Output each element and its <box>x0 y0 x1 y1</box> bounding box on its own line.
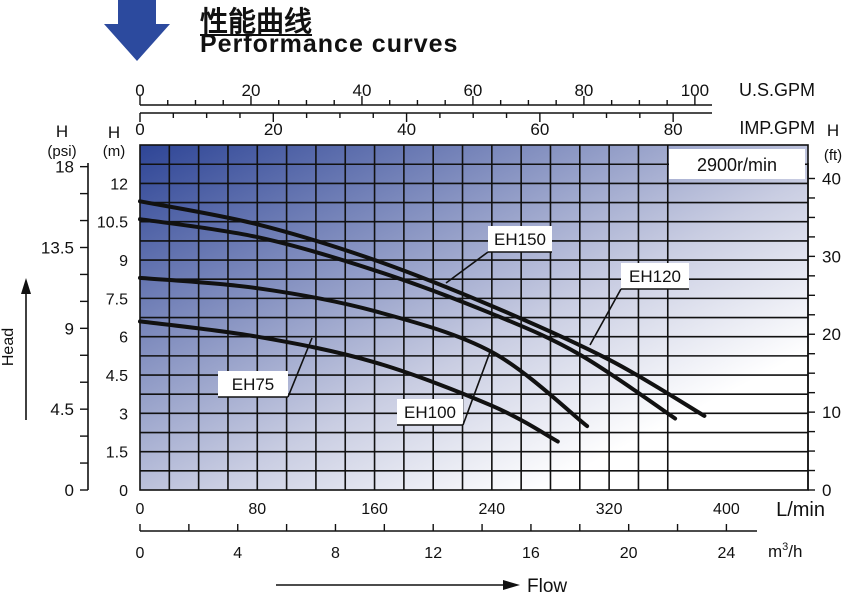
series-label-box <box>621 263 689 289</box>
series-label-eh120: EH120 <box>629 267 681 286</box>
y-tick-label-m: 4.5 <box>106 368 128 385</box>
x-tick-label-us-gpm: 100 <box>681 81 709 100</box>
series-label-leader <box>445 251 489 284</box>
curve-eh75 <box>138 319 560 444</box>
curve-eh120 <box>138 217 678 421</box>
head-arrow-icon <box>21 278 31 294</box>
y-tick-label-m: 12 <box>110 176 128 193</box>
y-axis-title: Head <box>0 328 17 366</box>
x-tick-label-m3h: 12 <box>424 545 442 562</box>
curve-eh100 <box>138 275 590 429</box>
speed-label: 2900r/min <box>697 155 777 175</box>
x-axis-title: Flow <box>527 576 567 595</box>
y-tick-label-m: 7.5 <box>106 291 128 308</box>
y-tick-label-m: 9 <box>119 253 128 270</box>
x-tick-label-lpm: 160 <box>361 501 388 518</box>
x-tick-label-lpm: 80 <box>248 501 266 518</box>
plot-frame <box>139 144 809 491</box>
x-tick-label-lpm: 400 <box>713 501 740 518</box>
y-tick-label-ft: 30 <box>822 247 841 266</box>
chart-title-chinese: 性能曲线 <box>200 6 313 37</box>
x-tick-label-us-gpm: 80 <box>574 81 593 100</box>
x-unit-imp-gpm: IMP.GPM <box>739 118 815 138</box>
y-unit-ft: (ft) <box>824 147 842 164</box>
x-tick-label-m3h: 16 <box>522 545 540 562</box>
x-unit-m3h: m3/h <box>768 541 802 561</box>
flow-arrow-icon <box>503 580 520 590</box>
y-label-top-psi: H <box>56 122 68 141</box>
y-tick-label-m: 3 <box>119 406 128 423</box>
x-tick-label-lpm: 0 <box>136 501 145 518</box>
series-label-eh100: EH100 <box>404 403 456 422</box>
y-unit-psi: (psi) <box>47 143 76 160</box>
x-tick-label-imp-gpm: 60 <box>530 120 549 139</box>
x-unit-us-gpm: U.S.GPM <box>739 80 815 100</box>
x-tick-label-us-gpm: 0 <box>135 81 144 100</box>
y-tick-label-ft: 0 <box>822 481 831 500</box>
x-tick-label-imp-gpm: 80 <box>664 120 683 139</box>
curve-eh150 <box>138 199 707 418</box>
speed-box <box>669 149 805 179</box>
y-label-top-ft: H <box>827 121 839 140</box>
x-tick-label-m3h: 4 <box>233 545 242 562</box>
series-label-box <box>218 371 288 397</box>
y-unit-m: (m) <box>103 143 126 160</box>
x-tick-label-m3h: 0 <box>136 545 145 562</box>
series-label-box <box>397 399 463 425</box>
x-tick-label-imp-gpm: 0 <box>135 120 144 139</box>
x-tick-label-us-gpm: 60 <box>463 81 482 100</box>
y-tick-label-psi: 13.5 <box>41 238 74 257</box>
x-tick-label-lpm: 240 <box>478 501 505 518</box>
series-label-eh75: EH75 <box>232 375 275 394</box>
y-tick-label-psi: 0 <box>65 481 74 500</box>
y-tick-label-ft: 20 <box>822 325 841 344</box>
series-label-leader <box>589 288 622 346</box>
y-tick-label-m: 6 <box>119 330 128 347</box>
y-tick-label-psi: 9 <box>65 319 74 338</box>
y-label-top-m: H <box>108 123 120 142</box>
x-tick-label-m3h: 20 <box>620 545 638 562</box>
x-tick-label-lpm: 320 <box>596 501 623 518</box>
series-label-leader <box>287 337 313 398</box>
x-tick-label-imp-gpm: 40 <box>397 120 416 139</box>
series-label-leader <box>462 351 491 426</box>
y-tick-label-psi: 4.5 <box>50 400 74 419</box>
y-tick-label-m: 0 <box>119 483 128 500</box>
y-tick-label-psi: 18 <box>55 158 74 177</box>
down-arrow-icon <box>104 0 170 61</box>
x-tick-label-m3h: 8 <box>331 545 340 562</box>
x-tick-label-imp-gpm: 20 <box>264 120 283 139</box>
y-tick-label-m: 1.5 <box>106 445 128 462</box>
series-label-eh150: EH150 <box>494 230 546 249</box>
x-tick-label-us-gpm: 40 <box>352 81 371 100</box>
x-tick-label-m3h: 24 <box>718 545 736 562</box>
chart-title: Performance curves <box>200 30 459 58</box>
series-label-box <box>488 226 552 252</box>
y-tick-label-ft: 10 <box>822 403 841 422</box>
y-tick-label-m: 10.5 <box>97 215 128 232</box>
x-unit-lpm: L/min <box>776 499 825 521</box>
y-tick-label-ft: 40 <box>822 169 841 188</box>
x-tick-label-us-gpm: 20 <box>242 81 261 100</box>
